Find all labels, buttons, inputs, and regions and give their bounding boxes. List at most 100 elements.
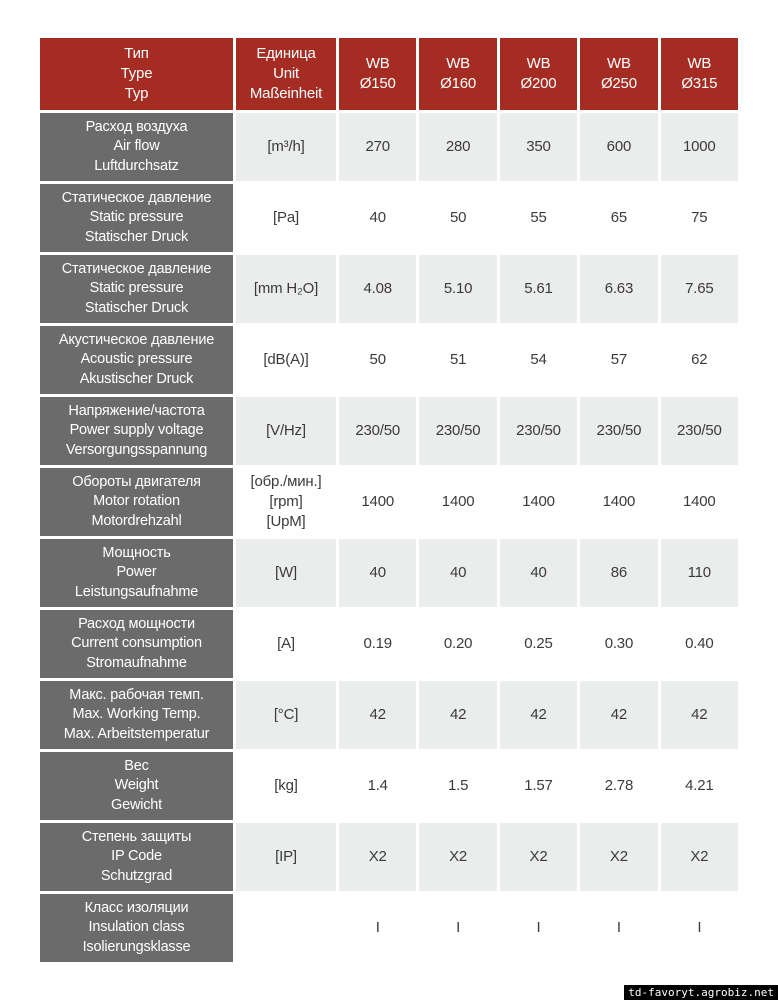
row-0-unit: [m³/h]	[236, 113, 336, 181]
row-11-unit	[236, 894, 336, 962]
row-3-label: Акустическое давление Acoustic pressure Ak…	[40, 326, 233, 394]
row-0-value-0: 270	[339, 113, 417, 181]
row-2-value-4-line: 7.65	[685, 280, 714, 298]
row-7-value-3-line: 0.30	[604, 635, 634, 653]
row-3-value-4: 62	[660, 326, 738, 394]
header-model-ø250-line: Ø250	[600, 75, 637, 92]
row-3-value-0-line: 50	[369, 351, 386, 369]
row-4-value-2-line: 230/50	[516, 422, 561, 440]
row-5-unit-line: [обр./мин.]	[250, 473, 322, 491]
row-3-value-3: 57	[580, 326, 658, 394]
row-7-value-0: 0.19	[339, 610, 417, 678]
row-5-label-line: Motordrehzahl	[91, 512, 182, 529]
header-unit-line: Единица	[256, 45, 316, 63]
row-8-label-line: Max. Working Temp.	[72, 706, 201, 723]
row-2-unit-line: [mm H₂O]	[253, 280, 319, 298]
row-10-value-4: X2	[660, 823, 738, 891]
header-model-ø150-line: WB	[365, 55, 390, 73]
row-8-value-0: 42	[339, 681, 417, 749]
row-7-unit-line: [A]	[277, 635, 295, 653]
row-5-value-1: 1400	[419, 468, 497, 536]
row-5-value-4-line: 1400	[683, 493, 716, 511]
header-type: Тип Type Typ	[40, 38, 233, 110]
row-11-label-line: Insulation class	[88, 919, 185, 936]
row-9-unit: [kg]	[236, 752, 336, 820]
row-4-value-0: 230/50	[339, 397, 417, 465]
row-7-value-4: 0.40	[660, 610, 738, 678]
row-4-value-4-line: 230/50	[676, 422, 722, 440]
row-11-label-line: Класс изоляции	[84, 900, 189, 917]
row-0-value-3-line: 600	[606, 138, 632, 156]
row-5-value-0: 1400	[339, 468, 417, 536]
row-1-label-line: Статическое давление	[61, 190, 212, 207]
row-6-value-1-line: 40	[449, 564, 467, 582]
row-1-value-2: 55	[499, 184, 578, 252]
row-1-label-line: Statischer Druck	[84, 228, 189, 245]
row-5-value-1-line: 1400	[441, 493, 475, 511]
header-unit: Единица Unit Maßeinheit	[236, 38, 336, 110]
row-6-label: Мощность Power Leistungsaufnahme	[40, 539, 233, 607]
row-9-value-4-line: 4.21	[685, 777, 714, 795]
row-4-label-line: Power supply voltage	[69, 422, 204, 439]
row-10-value-4-line: X2	[690, 848, 709, 866]
row-9-value-1: 1.5	[419, 752, 497, 820]
row-3-value-1-line: 51	[449, 351, 467, 369]
row-11-value-4-line: I	[697, 919, 702, 937]
row-2-label-line: Статическое давление	[61, 261, 212, 278]
row-6-value-2: 40	[499, 539, 578, 607]
row-0-label: Расход воздуха Air flow Luftdurchsatz	[40, 113, 233, 181]
row-4-value-1: 230/50	[419, 397, 497, 465]
row-2-value-2-line: 5.61	[524, 280, 553, 298]
row-4-value-3-line: 230/50	[596, 422, 642, 440]
row-3-value-0: 50	[339, 326, 417, 394]
row-6-value-0: 40	[339, 539, 417, 607]
row-0-value-3: 600	[580, 113, 658, 181]
row-5-value-3: 1400	[580, 468, 658, 536]
row-11-value-1-line: I	[456, 919, 461, 937]
row-6-unit-line: [W]	[275, 564, 297, 582]
row-7-value-3: 0.30	[580, 610, 658, 678]
row-9-value-4: 4.21	[660, 752, 738, 820]
row-4-unit: [V/Hz]	[236, 397, 336, 465]
row-7-value-0-line: 0.19	[363, 635, 392, 653]
row-8-value-3-line: 42	[610, 706, 628, 724]
header-model-ø200-line: Ø200	[520, 75, 557, 92]
row-3-unit-line: [dB(A)]	[263, 351, 309, 369]
row-6-value-4: 110	[660, 539, 738, 607]
row-6-unit: [W]	[236, 539, 336, 607]
row-9-value-1-line: 1.5	[447, 777, 469, 795]
row-1-value-1-line: 50	[449, 209, 467, 227]
row-7-label-line: Stromaufnahme	[86, 654, 187, 671]
header-model-ø315-line: Ø315	[681, 75, 718, 92]
row-0-value-4-line: 1000	[683, 138, 716, 156]
row-7-label-line: Current consumption	[71, 635, 202, 652]
row-5-unit-line: [rpm]	[269, 493, 303, 511]
row-4-value-1-line: 230/50	[435, 422, 481, 440]
row-9-value-3-line: 2.78	[604, 777, 634, 795]
row-7-label: Расход мощности Current consumption Stroma…	[40, 610, 233, 678]
row-10-value-1-line: X2	[449, 848, 468, 866]
row-10-value-0: X2	[339, 823, 417, 891]
row-5-unit: [обр./мин.] [rpm] [UpM]	[236, 468, 336, 536]
row-8-value-1-line: 42	[449, 706, 467, 724]
row-10-label-line: Schutzgrad	[100, 867, 173, 884]
row-6-value-1: 40	[419, 539, 497, 607]
row-11-value-2-line: I	[536, 919, 541, 937]
row-0-label-line: Luftdurchsatz	[94, 157, 179, 174]
row-6-value-2-line: 40	[530, 564, 547, 582]
row-3-label-line: Akustischer Druck	[79, 370, 194, 387]
header-model-ø160-line: WB	[446, 55, 470, 73]
header-model-ø315-line: WB	[687, 55, 712, 73]
row-10-label-line: Степень защиты	[81, 829, 192, 846]
row-11-value-3-line: I	[616, 919, 621, 937]
row-3-value-2-line: 54	[530, 351, 547, 369]
row-2-unit: [mm H₂O]	[236, 255, 336, 323]
row-11-label: Класс изоляции Insulation class Isolierung…	[40, 894, 233, 962]
row-9-value-0-line: 1.4	[367, 777, 388, 795]
header-type-line: Тип	[124, 45, 149, 63]
row-6-value-3: 86	[580, 539, 658, 607]
row-10-value-0-line: X2	[368, 848, 387, 866]
row-4-value-2: 230/50	[499, 397, 578, 465]
row-7-value-2: 0.25	[499, 610, 578, 678]
row-10-value-3-line: X2	[609, 848, 628, 866]
